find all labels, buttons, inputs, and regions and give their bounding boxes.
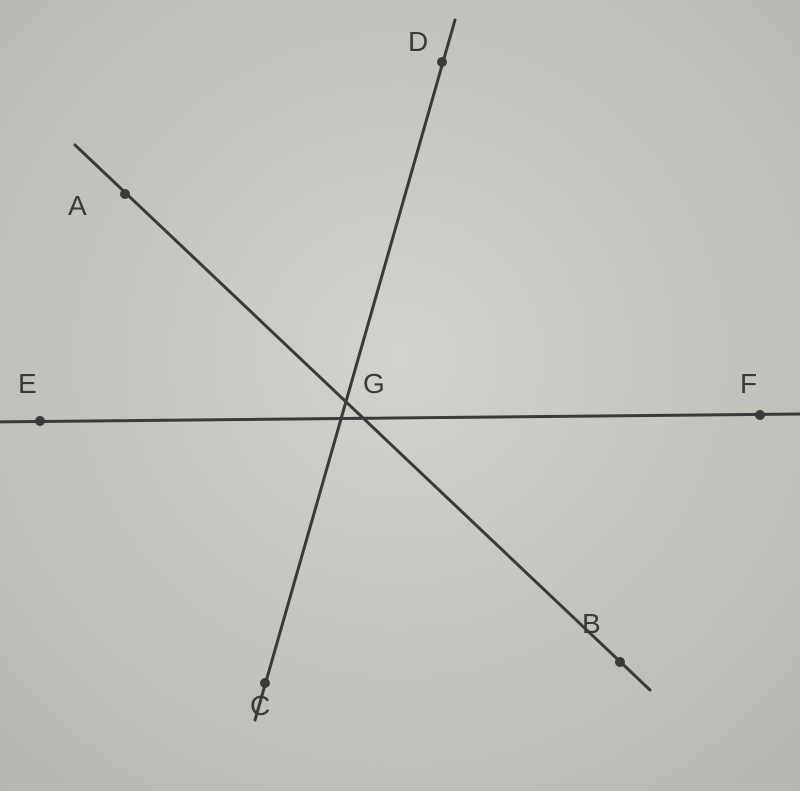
diagram-svg [0,0,800,791]
geometry-diagram: A B C D E F G [0,0,800,791]
diagram-background [0,0,800,791]
label-B: B [582,608,601,640]
point-F [755,410,765,420]
point-E [35,416,45,426]
label-D: D [408,26,428,58]
label-C: C [250,690,270,722]
point-D [437,57,447,67]
point-A [120,189,130,199]
point-B [615,657,625,667]
label-G: G [363,368,385,400]
point-C [260,678,270,688]
label-F: F [740,368,757,400]
label-A: A [68,190,87,222]
label-E: E [18,368,37,400]
